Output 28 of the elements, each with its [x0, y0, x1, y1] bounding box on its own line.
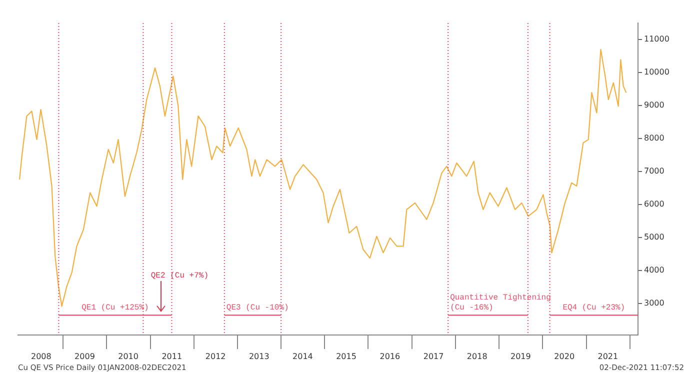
x-tick-label: 2008 — [30, 352, 52, 361]
x-tick-label: 2016 — [380, 352, 400, 361]
x-tick-label: 2020 — [554, 352, 575, 361]
annotation: QE2 (Cu +7%) — [150, 271, 208, 280]
x-tick-label: 2019 — [510, 352, 531, 361]
x-tick-label: 2015 — [336, 352, 356, 361]
series-label: Quantitive Tightening (Cu -16%) — [450, 293, 552, 312]
x-tick-label: 2018 — [466, 352, 488, 361]
x-tick-label: 2014 — [292, 352, 313, 361]
y-tick-label: 10000 — [644, 68, 670, 77]
x-tick-label: 2017 — [423, 352, 444, 361]
y-tick-label: 6000 — [644, 200, 664, 209]
y-tick-label: 11000 — [644, 34, 670, 44]
x-tick-label: 2011 — [162, 352, 182, 361]
y-tick-label: 5000 — [644, 232, 664, 242]
x-tick-label: 2021 — [598, 352, 618, 361]
y-tick-label: 3000 — [644, 298, 664, 308]
x-tick-label: 2012 — [205, 352, 226, 361]
x-tick-label: 2010 — [118, 352, 138, 361]
y-tick-label: 4000 — [644, 266, 664, 275]
series-label: QE1 (Cu +125%) — [82, 303, 149, 312]
series-label: QE3 (Cu -10%) — [226, 303, 289, 312]
x-tick-label: 2009 — [74, 352, 95, 361]
y-tick-label: 7000 — [644, 166, 664, 176]
x-tick-label: 2013 — [248, 352, 270, 361]
series-label: EQ4 (Cu +23%) — [562, 303, 626, 312]
y-tick-label: 8000 — [644, 134, 664, 143]
y-tick-label: 9000 — [644, 100, 664, 110]
